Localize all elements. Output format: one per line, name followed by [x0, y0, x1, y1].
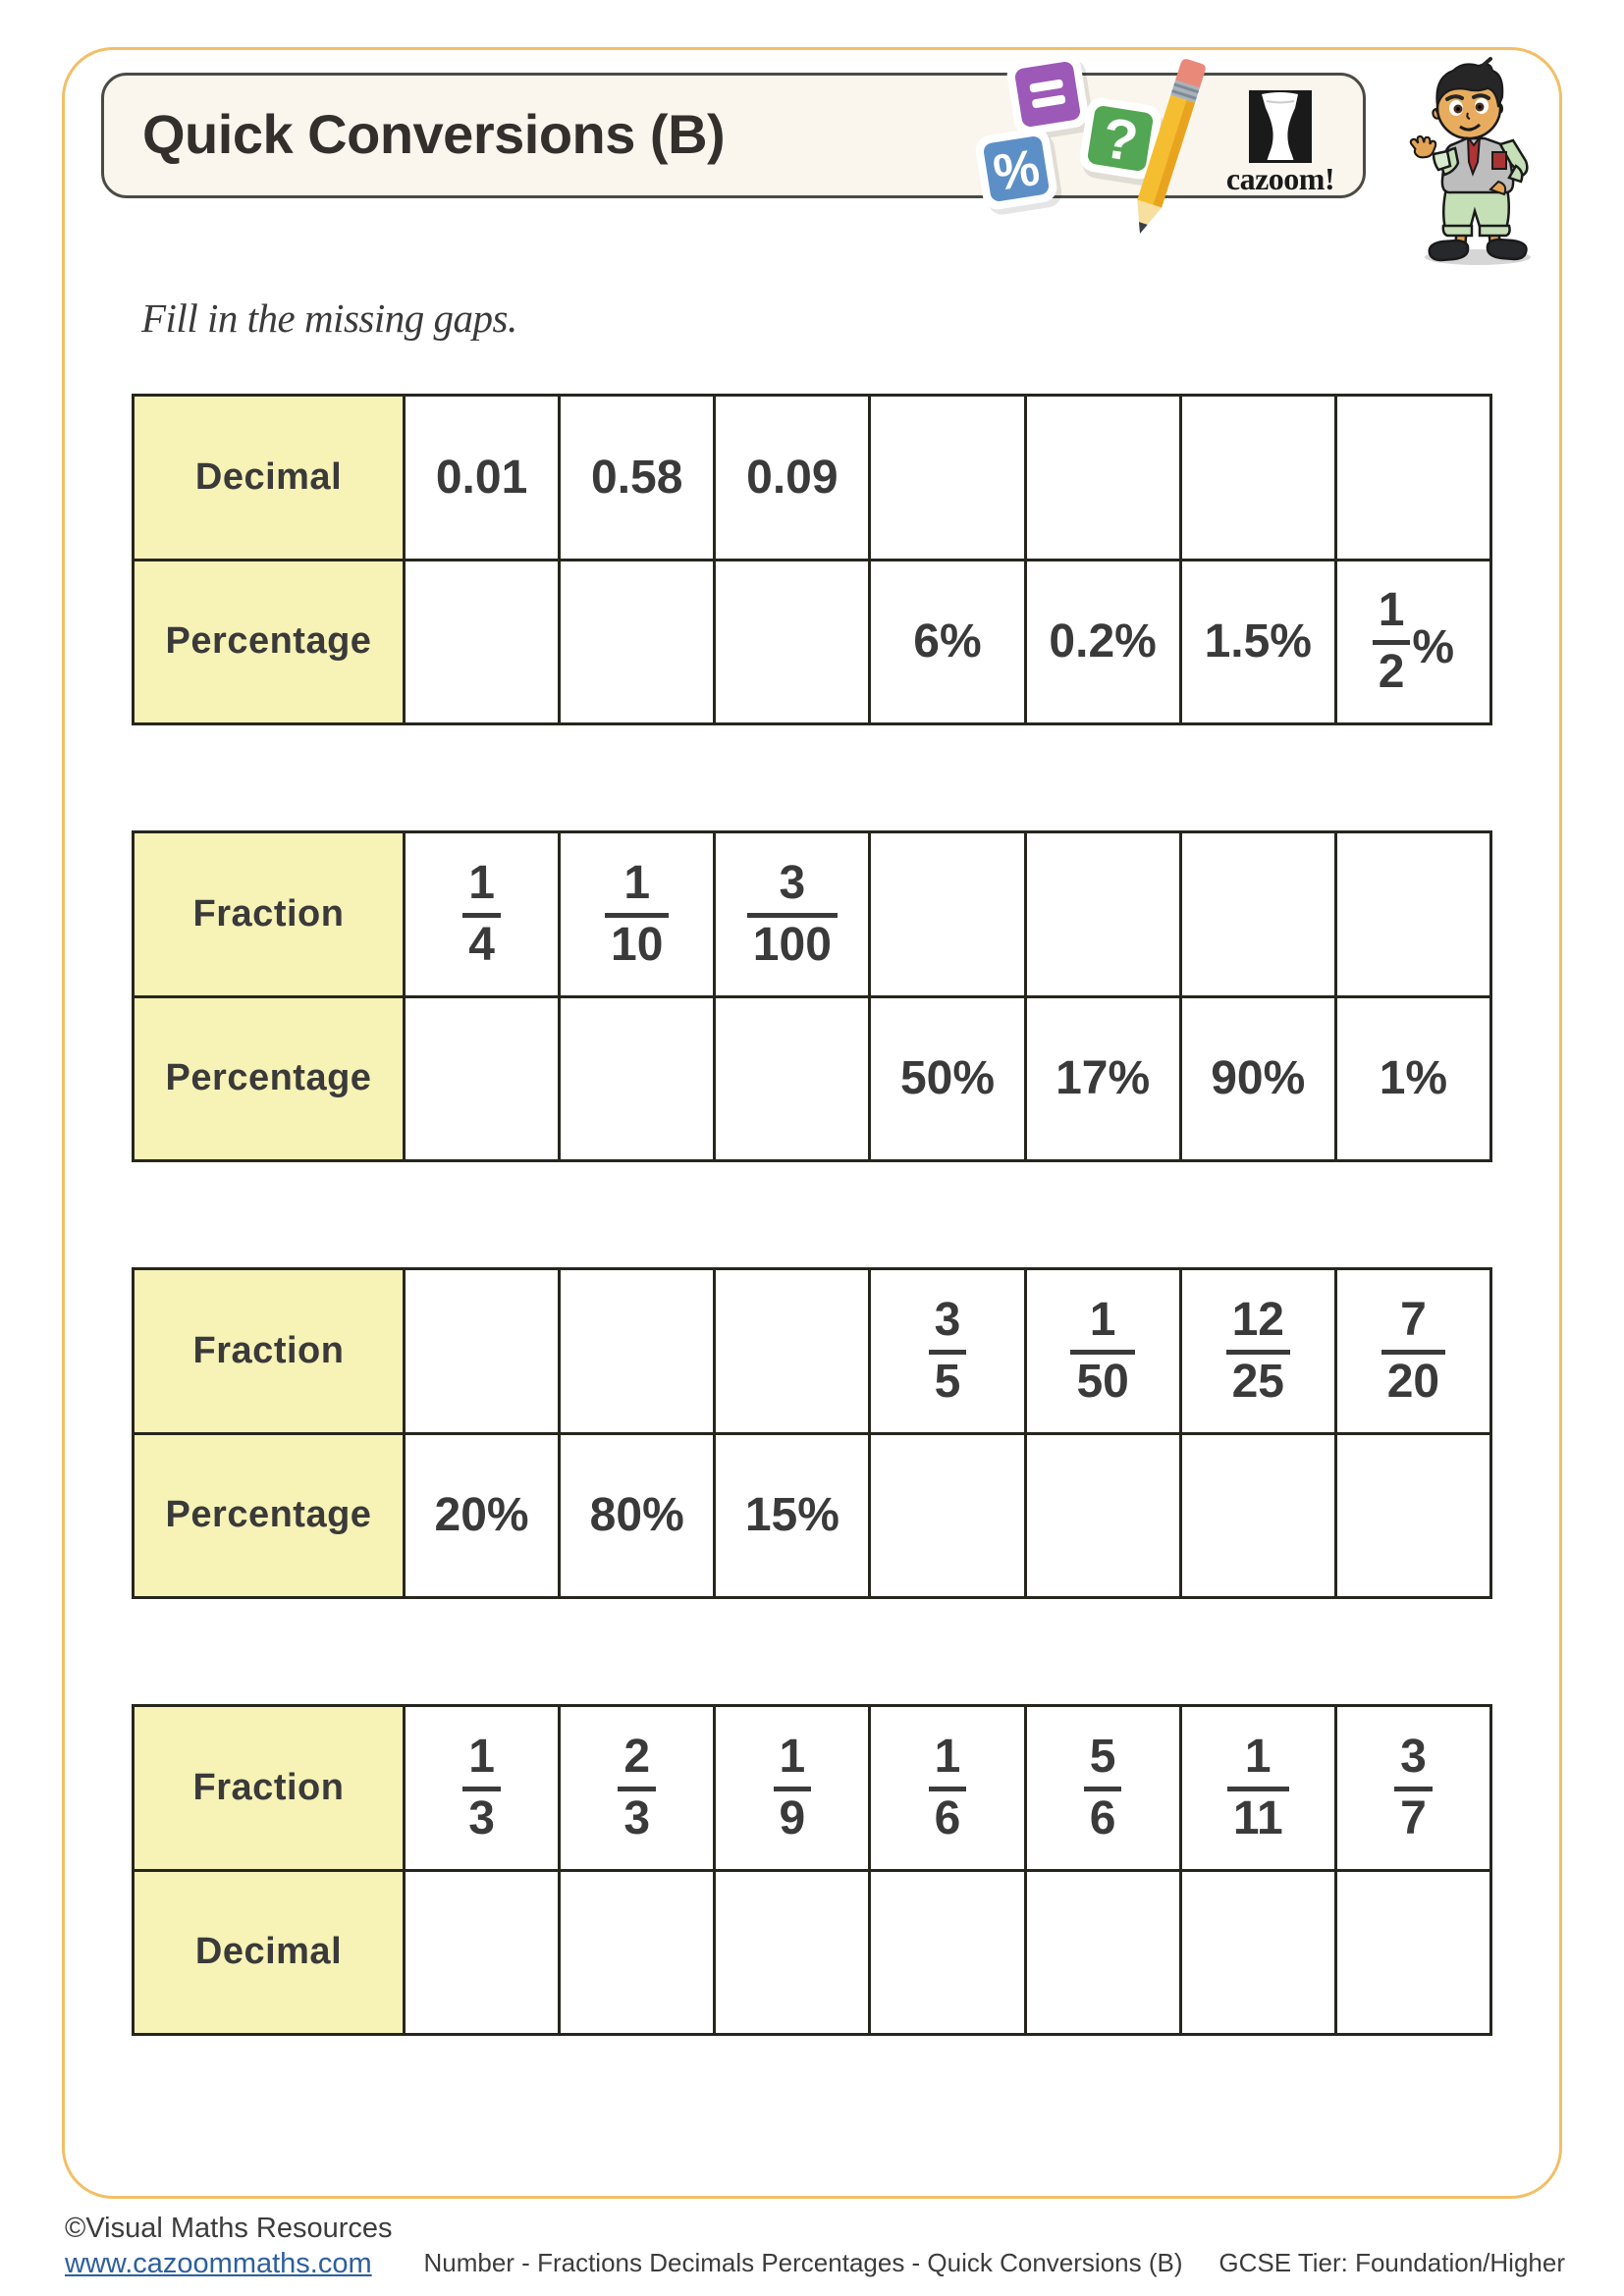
svg-text:%: % — [990, 139, 1044, 203]
svg-text:cazoom!: cazoom! — [1226, 161, 1334, 196]
